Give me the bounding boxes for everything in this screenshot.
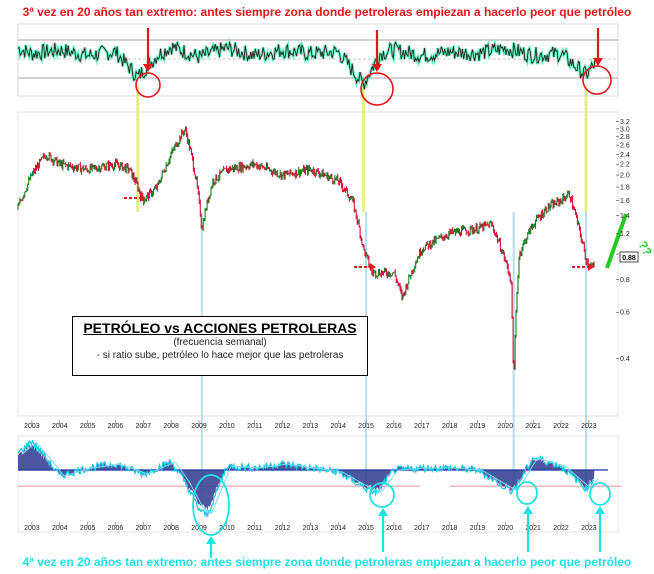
x-axis-bottom-tick-label: 2022 (553, 525, 569, 532)
y-tick-label: 1.2 (620, 231, 630, 238)
x-axis-main-tick-label: 2006 (108, 423, 124, 430)
x-axis-main-tick-label: 2020 (498, 423, 514, 430)
x-axis-main-tick-label: 2012 (275, 423, 291, 430)
y-tick-label: 0.4 (620, 356, 630, 363)
x-axis-main-tick-label: 2010 (219, 423, 235, 430)
x-axis-main-tick-label: 2008 (163, 423, 179, 430)
top-annotation: 3ª vez en 20 años tan extremo: antes sie… (23, 5, 632, 19)
y-tick-label: 1.8 (620, 185, 630, 192)
x-axis-main-tick-label: 2004 (52, 423, 68, 430)
x-axis-bottom-tick-label: 2015 (358, 525, 374, 532)
x-axis-main-tick-label: 2005 (80, 423, 96, 430)
x-axis-main-tick-label: 2021 (525, 423, 541, 430)
cyan-circle-3 (516, 481, 538, 505)
top-osc-line (17, 41, 596, 90)
cyan-circle-4 (589, 482, 611, 506)
x-axis-main-tick-label: 2017 (414, 423, 430, 430)
top-oscillator (17, 37, 618, 90)
x-axis-bottom-tick-label: 2008 (163, 525, 179, 532)
y-tick-label: 2.4 (620, 152, 630, 159)
x-axis-main-tick-label: 2014 (330, 423, 346, 430)
x-axis-bottom-tick-label: 2021 (525, 525, 541, 532)
legend-title: PETRÓLEO vs ACCIONES PETROLERAS (83, 320, 357, 336)
x-axis-bottom-tick-label: 2017 (414, 525, 430, 532)
red-dotted-arrowhead-1 (140, 194, 146, 202)
x-axis-bottom-tick-label: 2020 (498, 525, 514, 532)
x-axis-bottom-tick-label: 2019 (470, 525, 486, 532)
y-tick-label: 2.8 (620, 134, 630, 141)
x-axis-bottom-tick-label: 2016 (386, 525, 402, 532)
x-axis-main-tick-label: 2015 (358, 423, 374, 430)
cyan-circle-1 (192, 474, 230, 536)
legend-line-2: - si ratio sube, petróleo lo hace mejor … (96, 350, 344, 361)
x-axis-bottom-tick-label: 2011 (247, 525, 262, 532)
bottom-annotation: 4ª vez en 20 años tan extremo: antes sie… (23, 555, 632, 569)
x-axis-bottom-tick-label: 2018 (442, 525, 458, 532)
y-tick-label: 3.2 (620, 119, 630, 126)
main-panel-frame (17, 111, 619, 417)
last-value-label: 0.88 (622, 255, 636, 262)
x-axis-bottom-tick-label: 2010 (219, 525, 235, 532)
red-down-arrow-1-head (143, 64, 153, 72)
red-circle-3 (582, 65, 612, 95)
last-value-box (619, 251, 639, 263)
bottom-osc-line (17, 439, 594, 518)
x-axis-main-tick-label: 2007 (136, 423, 152, 430)
legend-box: PETRÓLEO vs ACCIONES PETROLERAS (frecuen… (72, 316, 368, 376)
cyan-up-arrow-4-head (595, 506, 605, 514)
x-axis-main-tick-label: 2018 (442, 423, 458, 430)
x-axis-bottom-tick-label: 2004 (52, 525, 68, 532)
x-axis-main-tick-label: 2019 (470, 423, 486, 430)
ratio-series (17, 126, 628, 370)
bottom-panel-frame (17, 435, 619, 533)
red-dotted-arrowhead-2 (370, 263, 376, 271)
bottom-osc-line-2 (21, 442, 599, 515)
y-tick-label: 0.6 (620, 310, 630, 317)
x-axis-bottom-tick-label: 2006 (108, 525, 124, 532)
y-tick-label: 2.6 (620, 143, 630, 150)
x-axis-bottom-tick-label: 2012 (275, 525, 291, 532)
annotations (124, 28, 612, 558)
red-circle-1 (135, 72, 161, 98)
x-axis-bottom-tick-label: 2013 (303, 525, 319, 532)
y-tick-label: 1.6 (620, 198, 630, 205)
y-tick-label: 1.4 (620, 213, 630, 220)
bottom-osc-area (18, 444, 595, 511)
cyan-up-arrow-2-head (378, 508, 388, 516)
bottom-oscillator (17, 439, 622, 518)
x-axis-main-tick-label: 2013 (303, 423, 319, 430)
legend-line-1: (frecuencia semanal) (173, 337, 267, 348)
x-axis-main-tick-label: 2016 (386, 423, 402, 430)
x-axis-bottom-tick-label: 2014 (330, 525, 346, 532)
x-axis-bottom-tick-label: 2005 (80, 525, 96, 532)
y-tick-label: 2.0 (620, 173, 630, 180)
red-circle-2 (360, 72, 394, 106)
projection-line (605, 213, 628, 269)
x-axis-bottom-tick-label: 2003 (24, 525, 40, 532)
red-dotted-arrowhead-3 (588, 263, 594, 271)
y-tick-label: 2.2 (620, 162, 630, 169)
top-panel-frame (17, 23, 619, 97)
cyan-up-arrow-1-head (206, 536, 216, 544)
x-axis-main: 2003 2004 2005 2006 2007 2008 2009 2010 2011 2012… (24, 420, 597, 430)
x-axis-main-tick-label: 2023 (581, 423, 597, 430)
y-tick-label: 0.8 (620, 277, 630, 284)
x-axis-main-tick-label: 2003 (24, 423, 40, 430)
question-marks: ?? (635, 239, 654, 259)
y-tick-label: 3.0 (620, 126, 630, 133)
x-axis-main-tick-label: 2011 (247, 423, 262, 430)
red-down-arrow-2-head (372, 64, 382, 72)
x-axis-bottom-tick-label: 2023 (581, 525, 597, 532)
cyan-circle-2 (369, 482, 395, 508)
x-axis-main-tick-label: 2009 (191, 423, 207, 430)
x-axis-main-tick-label: 2022 (553, 423, 569, 430)
x-axis-bottom-tick-label: 2007 (136, 525, 152, 532)
red-down-arrow-3-head (593, 58, 603, 66)
cyan-up-arrow-3-head (523, 506, 533, 514)
x-axis-bottom: 2003 2004 2005 2006 2007 2008 2009 2010 2011 2012… (24, 522, 597, 532)
